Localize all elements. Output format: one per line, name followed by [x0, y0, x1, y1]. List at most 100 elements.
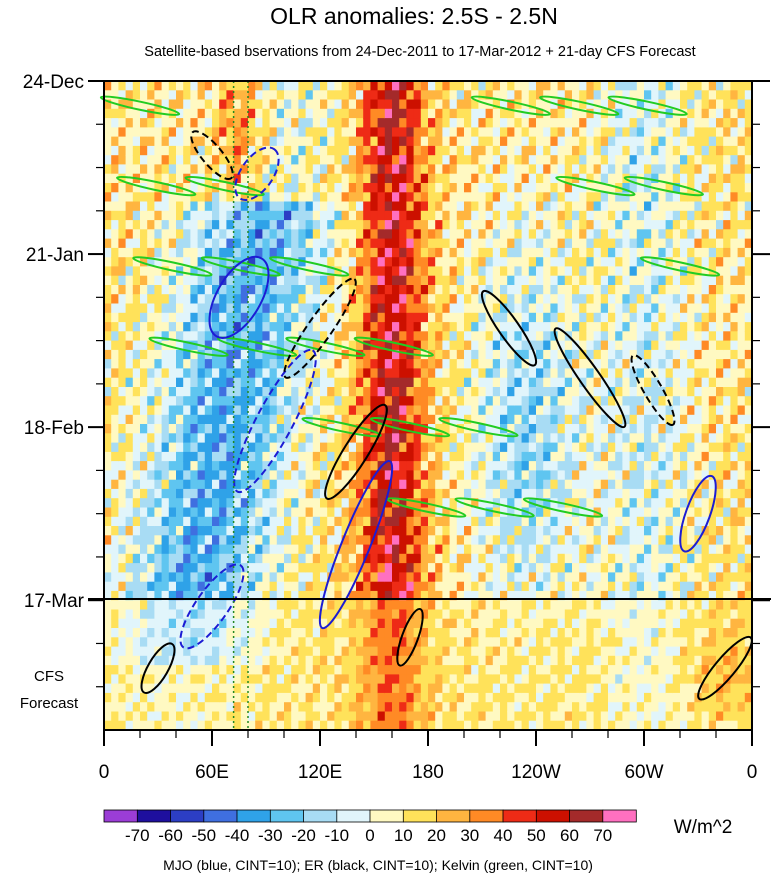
field-cell [118, 433, 127, 444]
field-cell [183, 433, 191, 444]
field-cell [478, 145, 487, 156]
field-cell [370, 349, 379, 360]
field-cell [248, 164, 256, 175]
field-cell [154, 275, 163, 286]
field-cell [428, 590, 436, 601]
field-cell [104, 136, 112, 147]
field-cell [248, 442, 256, 453]
field-cell [190, 665, 199, 675]
field-cell [543, 257, 551, 268]
field-cell [528, 470, 537, 481]
field-cell [464, 470, 472, 481]
field-cell [600, 414, 609, 425]
field-cell [572, 507, 580, 518]
field-cell [348, 451, 357, 462]
field-cell [370, 294, 379, 305]
field-cell [593, 563, 602, 573]
field-cell [478, 692, 487, 703]
field-cell [593, 414, 602, 425]
field-cell [356, 665, 364, 675]
field-cell [161, 285, 170, 295]
field-cell [370, 164, 379, 175]
field-cell [471, 183, 479, 193]
field-cell [428, 238, 436, 249]
field-cell [334, 285, 343, 295]
field-cell [161, 470, 170, 481]
field-cell [536, 581, 544, 592]
field-cell [377, 479, 386, 490]
field-cell [341, 405, 350, 416]
field-cell [132, 581, 141, 592]
field-cell [536, 145, 544, 156]
field-cell [399, 488, 407, 499]
field-cell [399, 201, 407, 212]
field-cell [536, 173, 544, 184]
field-cell [514, 563, 523, 573]
field-cell [536, 442, 544, 453]
field-cell [593, 275, 602, 286]
field-cell [392, 136, 400, 147]
field-cell [413, 164, 422, 175]
field-cell [334, 535, 343, 546]
field-cell [406, 387, 415, 397]
field-cell [226, 396, 235, 407]
field-cell [111, 609, 119, 620]
field-cell [132, 507, 141, 518]
field-cell [291, 303, 299, 314]
field-cell [550, 312, 559, 323]
field-cell [608, 553, 616, 564]
field-cell [111, 516, 119, 527]
field-cell [600, 553, 609, 564]
field-cell [507, 581, 515, 592]
field-cell [377, 414, 386, 425]
field-cell [147, 118, 155, 128]
field-cell [507, 201, 515, 212]
field-cell [168, 294, 177, 305]
field-cell [420, 99, 429, 110]
field-cell [514, 655, 523, 666]
field-cell [435, 692, 443, 703]
field-cell [471, 340, 479, 351]
field-cell [118, 470, 127, 481]
field-cell [413, 590, 422, 601]
field-cell [550, 526, 559, 536]
field-cell [579, 127, 587, 138]
field-cell [557, 563, 566, 573]
field-cell [507, 553, 515, 564]
field-cell [550, 470, 559, 481]
field-cell [312, 183, 321, 193]
field-cell [363, 461, 371, 471]
field-cell [248, 322, 256, 332]
field-cell [291, 581, 299, 592]
field-cell [262, 507, 271, 518]
field-cell [154, 387, 163, 397]
field-cell [197, 294, 206, 305]
field-cell [435, 544, 443, 555]
field-cell [593, 349, 602, 360]
field-cell [392, 720, 400, 731]
field-cell [572, 479, 580, 490]
field-cell [420, 590, 429, 601]
field-cell [197, 424, 206, 434]
field-cell [262, 368, 271, 379]
field-cell [500, 340, 508, 351]
field-cell [348, 683, 357, 694]
field-cell [428, 637, 436, 648]
field-cell [204, 683, 213, 694]
field-cell [507, 692, 515, 703]
field-cell [219, 702, 227, 713]
field-cell [226, 127, 235, 138]
field-cell [111, 526, 119, 536]
field-cell [507, 442, 515, 453]
field-cell [557, 322, 566, 332]
field-cell [140, 368, 148, 379]
field-cell [579, 711, 587, 722]
field-cell [471, 155, 479, 166]
field-cell [492, 108, 501, 119]
field-cell [456, 99, 465, 110]
field-cell [276, 451, 285, 462]
field-cell [190, 173, 199, 184]
field-cell [428, 414, 436, 425]
field-cell [348, 183, 357, 193]
field-cell [521, 349, 530, 360]
